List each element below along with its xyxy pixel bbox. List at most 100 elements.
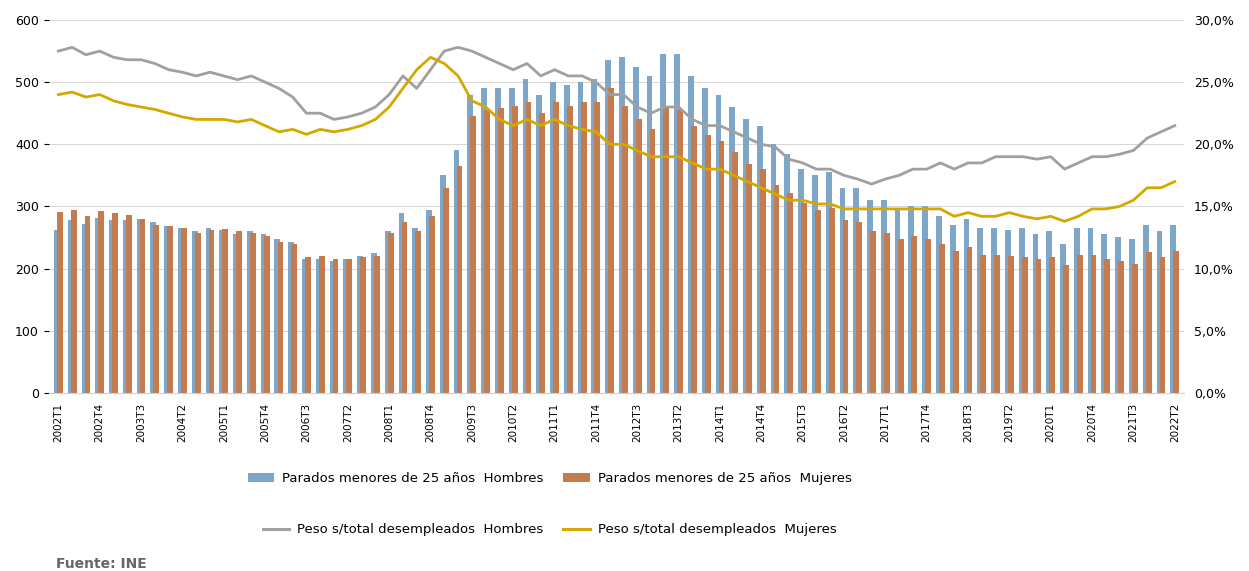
Bar	[595, 102, 601, 393]
Bar	[247, 231, 252, 393]
Bar	[305, 258, 311, 393]
Peso s/total desempleados  Hombres	[588, 79, 603, 86]
Bar	[1033, 234, 1038, 393]
Bar	[674, 54, 679, 393]
Bar	[540, 113, 545, 393]
Bar	[330, 261, 336, 393]
Bar	[81, 224, 87, 393]
Peso s/total desempleados  Mujeres	[933, 206, 948, 212]
Peso s/total desempleados  Mujeres	[1168, 178, 1183, 185]
Peso s/total desempleados  Mujeres	[355, 122, 370, 129]
Bar	[732, 152, 738, 393]
Bar	[816, 210, 821, 393]
Bar	[949, 225, 955, 393]
Bar	[1077, 255, 1083, 393]
Peso s/total desempleados  Mujeres	[588, 128, 603, 135]
Bar	[812, 175, 818, 393]
Bar	[481, 89, 487, 393]
Bar	[1022, 258, 1028, 393]
Line: Peso s/total desempleados  Hombres: Peso s/total desempleados Hombres	[59, 47, 1175, 184]
Bar	[512, 106, 517, 393]
Bar	[636, 119, 642, 393]
Bar	[843, 220, 848, 393]
Bar	[250, 232, 256, 393]
Bar	[1060, 244, 1065, 393]
Bar	[677, 110, 683, 393]
Peso s/total desempleados  Hombres	[382, 91, 397, 98]
Bar	[746, 164, 752, 393]
Bar	[471, 116, 476, 393]
Line: Peso s/total desempleados  Mujeres: Peso s/total desempleados Mujeres	[59, 57, 1175, 222]
Bar	[743, 119, 749, 393]
Bar	[398, 212, 405, 393]
Bar	[275, 239, 280, 393]
Bar	[222, 230, 229, 393]
Bar	[1074, 228, 1079, 393]
Bar	[757, 126, 763, 393]
Bar	[508, 89, 515, 393]
Bar	[343, 259, 350, 393]
Peso s/total desempleados  Mujeres	[368, 116, 383, 123]
Bar	[894, 210, 901, 393]
Legend: Peso s/total desempleados  Hombres, Peso s/total desempleados  Mujeres: Peso s/total desempleados Hombres, Peso …	[257, 518, 842, 541]
Bar	[179, 228, 184, 393]
Bar	[430, 216, 435, 393]
Bar	[565, 85, 570, 393]
Bar	[302, 259, 307, 393]
Bar	[829, 208, 834, 393]
Bar	[826, 172, 832, 393]
Bar	[608, 89, 615, 393]
Bar	[702, 89, 707, 393]
Text: Fuente: INE: Fuente: INE	[56, 557, 147, 571]
Bar	[122, 220, 129, 393]
Bar	[209, 230, 215, 393]
Bar	[729, 107, 736, 393]
Bar	[784, 154, 791, 393]
Bar	[661, 54, 666, 393]
Bar	[126, 215, 131, 393]
Bar	[871, 231, 876, 393]
Bar	[536, 95, 542, 393]
Bar	[771, 144, 777, 393]
Bar	[553, 102, 560, 393]
Bar	[718, 141, 724, 393]
Bar	[467, 95, 473, 393]
Bar	[522, 79, 528, 393]
Bar	[704, 135, 711, 393]
Bar	[412, 228, 418, 393]
Bar	[109, 220, 115, 393]
Bar	[1118, 261, 1124, 393]
Bar	[567, 106, 573, 393]
Bar	[373, 256, 380, 393]
Peso s/total desempleados  Hombres	[326, 116, 341, 123]
Bar	[622, 106, 628, 393]
Bar	[1088, 228, 1093, 393]
Bar	[578, 82, 583, 393]
Bar	[440, 175, 446, 393]
Bar	[1019, 228, 1024, 393]
Peso s/total desempleados  Hombres	[368, 103, 383, 110]
Bar	[192, 231, 197, 393]
Bar	[401, 222, 407, 393]
Bar	[688, 76, 693, 393]
Bar	[85, 216, 90, 393]
Bar	[136, 219, 142, 393]
Bar	[220, 230, 225, 393]
Bar	[261, 234, 266, 393]
Bar	[457, 166, 462, 393]
Bar	[663, 108, 669, 393]
Bar	[992, 228, 997, 393]
Bar	[912, 236, 917, 393]
Peso s/total desempleados  Mujeres	[960, 209, 975, 216]
Peso s/total desempleados  Mujeres	[423, 54, 438, 61]
Bar	[967, 247, 973, 393]
Bar	[1104, 259, 1110, 393]
Bar	[416, 231, 421, 393]
Bar	[980, 255, 987, 393]
Bar	[978, 228, 983, 393]
Bar	[387, 232, 393, 393]
Bar	[606, 61, 611, 393]
Peso s/total desempleados  Mujeres	[1057, 218, 1072, 225]
Bar	[385, 231, 391, 393]
Bar	[1115, 238, 1122, 393]
